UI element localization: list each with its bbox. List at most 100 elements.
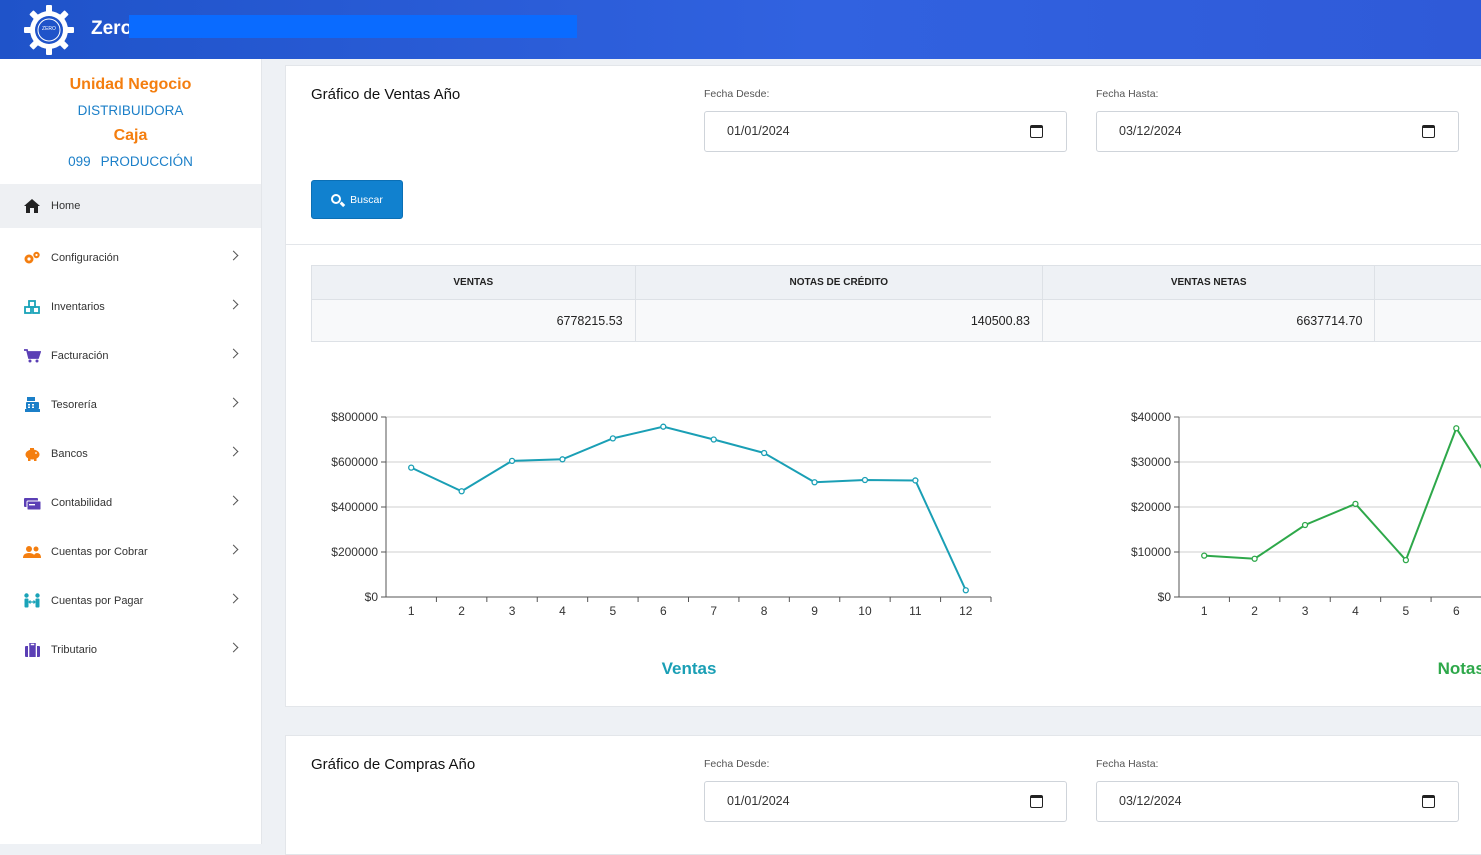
sidebar-item-cuentas-por-cobrar[interactable]: Cuentas por Cobrar	[0, 527, 261, 576]
chart-title: Ventas	[662, 659, 717, 678]
card-divider	[286, 244, 1481, 245]
data-point[interactable]	[610, 436, 615, 441]
sidebar-item-facturacion[interactable]: Facturación	[0, 331, 261, 380]
chevron-right-icon	[229, 397, 239, 407]
company-logo[interactable]: ZERO	[23, 4, 75, 56]
y-tick-label: $400000	[331, 500, 378, 514]
x-tick-label: 12	[959, 604, 973, 618]
sidebar-item-label: Bancos	[51, 448, 88, 460]
sales-to-date-input[interactable]: 03/12/2024	[1096, 111, 1459, 152]
box-name: PRODUCCIÓN	[101, 154, 193, 169]
sales-summary-table: VENTAS NOTAS DE CRÉDITO VENTAS NETAS 677…	[311, 265, 1481, 342]
data-point[interactable]	[1252, 556, 1257, 561]
col-header-ventas: VENTAS	[312, 266, 636, 300]
cell-ventas: 6778215.53	[312, 300, 636, 342]
sidebar-item-inventarios[interactable]: Inventarios	[0, 282, 261, 331]
data-point[interactable]	[510, 458, 515, 463]
purchases-from-label: Fecha Desde:	[704, 758, 769, 770]
data-point[interactable]	[1353, 501, 1358, 506]
purchases-from-date-input[interactable]: 01/01/2024	[704, 781, 1067, 822]
data-point[interactable]	[560, 457, 565, 462]
x-tick-label: 9	[811, 604, 818, 618]
y-tick-label: $0	[1158, 590, 1172, 604]
box-code: 099	[68, 154, 91, 169]
redacted-bar	[129, 15, 577, 38]
search-button-label: Buscar	[350, 194, 383, 206]
home-icon	[23, 198, 41, 214]
table-header-row: VENTAS NOTAS DE CRÉDITO VENTAS NETAS	[312, 266, 1481, 300]
briefcase-icon	[23, 642, 41, 658]
x-tick-label: 8	[761, 604, 768, 618]
sidebar-item-label: Cuentas por Cobrar	[51, 546, 148, 558]
money-check-icon	[23, 495, 41, 511]
sales-from-date-input[interactable]: 01/01/2024	[704, 111, 1067, 152]
chevron-right-icon	[229, 250, 239, 260]
calendar-icon[interactable]	[1422, 795, 1435, 808]
piggy-bank-icon	[23, 446, 41, 462]
data-point[interactable]	[459, 489, 464, 494]
x-tick-label: 5	[610, 604, 617, 618]
chevron-right-icon	[229, 446, 239, 456]
data-point[interactable]	[963, 588, 968, 593]
sales-chart-card: Gráfico de Ventas Año Fecha Desde: 01/01…	[285, 65, 1481, 707]
x-tick-label: 7	[710, 604, 717, 618]
data-point[interactable]	[812, 480, 817, 485]
cell-ventas-netas: 6637714.70	[1042, 300, 1374, 342]
app-brand[interactable]: Zero	[91, 18, 132, 40]
series-line	[411, 427, 966, 591]
search-button[interactable]: Buscar	[311, 180, 403, 219]
sidebar-item-contabilidad[interactable]: Contabilidad	[0, 478, 261, 527]
x-tick-label: 4	[559, 604, 566, 618]
chevron-right-icon	[229, 642, 239, 652]
data-point[interactable]	[1303, 523, 1308, 528]
box-info: 099 PRODUCCIÓN	[0, 152, 261, 177]
col-header-ventas-netas: VENTAS NETAS	[1042, 266, 1374, 300]
sales-to-date-value: 03/12/2024	[1119, 124, 1182, 138]
purchases-to-date-input[interactable]: 03/12/2024	[1096, 781, 1459, 822]
calendar-icon[interactable]	[1030, 125, 1043, 138]
cubes-icon	[23, 299, 41, 315]
calendar-icon[interactable]	[1030, 795, 1043, 808]
x-tick-label: 3	[1302, 604, 1309, 618]
sales-to-label: Fecha Hasta:	[1096, 88, 1158, 100]
data-point[interactable]	[661, 424, 666, 429]
chevron-right-icon	[229, 299, 239, 309]
purchases-from-date-value: 01/01/2024	[727, 794, 790, 808]
box-title: Caja	[0, 126, 261, 152]
data-point[interactable]	[1454, 426, 1459, 431]
users-icon	[23, 544, 41, 560]
sidebar-item-label: Contabilidad	[51, 497, 112, 509]
sidebar-item-home[interactable]: Home	[0, 184, 261, 228]
sidebar-item-bancos[interactable]: Bancos	[0, 429, 261, 478]
y-tick-label: $0	[365, 590, 379, 604]
sales-from-label: Fecha Desde:	[704, 88, 769, 100]
y-tick-label: $40000	[1131, 410, 1171, 424]
y-tick-label: $600000	[331, 455, 378, 469]
data-point[interactable]	[711, 437, 716, 442]
x-tick-label: 6	[660, 604, 667, 618]
sidebar-item-label: Home	[51, 200, 80, 212]
x-tick-label: 2	[458, 604, 465, 618]
col-header-notas-credito: NOTAS DE CRÉDITO	[635, 266, 1042, 300]
notas-credito-line-chart: $0$10000$20000$30000$400001234567Notas d…	[1099, 396, 1481, 696]
sidebar-item-tributario[interactable]: Tributario	[0, 625, 261, 674]
x-tick-label: 10	[858, 604, 872, 618]
sidebar-item-tesoreria[interactable]: Tesorería	[0, 380, 261, 429]
calendar-icon[interactable]	[1422, 125, 1435, 138]
data-point[interactable]	[913, 478, 918, 483]
data-point[interactable]	[862, 478, 867, 483]
data-point[interactable]	[762, 451, 767, 456]
data-point[interactable]	[1202, 553, 1207, 558]
sidebar-item-configuracion[interactable]: Configuración	[0, 233, 261, 282]
sales-from-date-value: 01/01/2024	[727, 124, 790, 138]
y-tick-label: $200000	[331, 545, 378, 559]
x-tick-label: 1	[408, 604, 415, 618]
data-point[interactable]	[1403, 558, 1408, 563]
purchases-chart-card: Gráfico de Compras Año Fecha Desde: 01/0…	[285, 735, 1481, 855]
data-point[interactable]	[409, 465, 414, 470]
sidebar-item-cuentas-por-pagar[interactable]: Cuentas por Pagar	[0, 576, 261, 625]
